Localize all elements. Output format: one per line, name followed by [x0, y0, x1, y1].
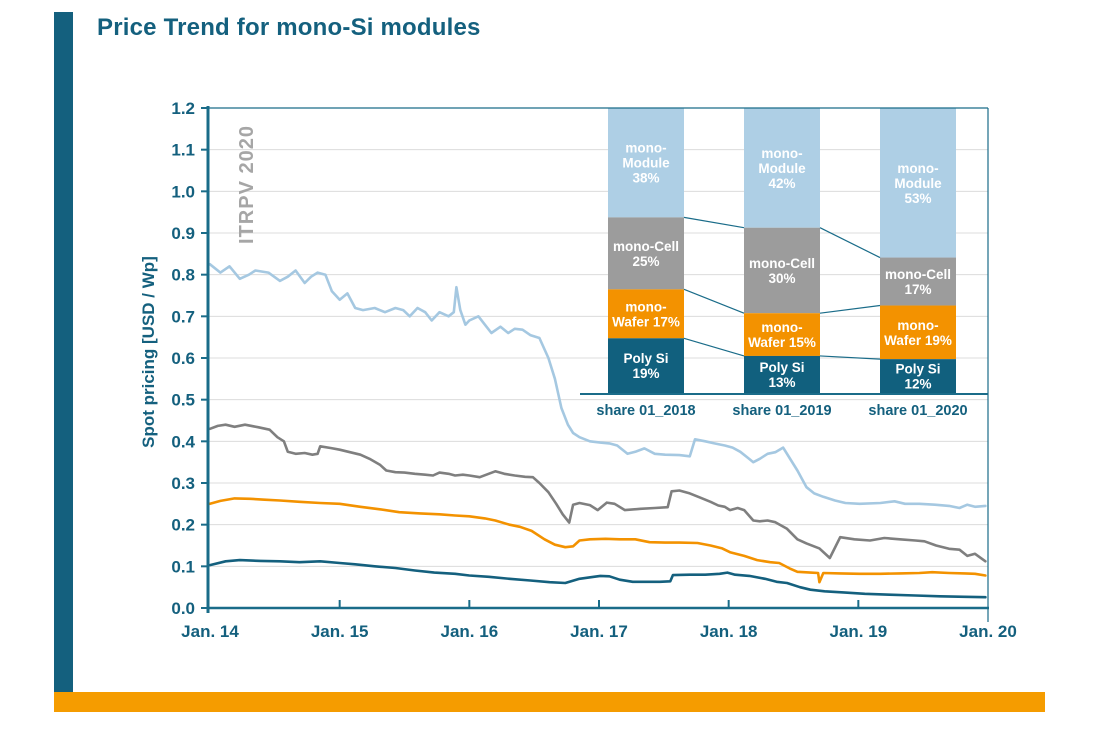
- inset-segment-label: 30%: [768, 271, 795, 286]
- y-tick-label: 0.3: [171, 474, 195, 493]
- inset-bar-segment: [744, 227, 820, 314]
- inset-segment-label: mono-: [625, 299, 666, 314]
- series-line-mono-module: [208, 263, 987, 510]
- inset-bar-segment: [608, 217, 684, 290]
- y-tick-label: 0.2: [171, 516, 195, 535]
- watermark-text: ITRPV 2020: [236, 125, 258, 244]
- inset-bar-segment: [608, 338, 684, 393]
- y-tick-label: 0.0: [171, 599, 195, 618]
- y-tick-label: 0.1: [171, 557, 195, 576]
- inset-bar-segment: [608, 289, 684, 339]
- inset-bar-segment: [608, 108, 684, 218]
- x-tick-label: Jan. 19: [830, 622, 888, 641]
- inset-segment-label: mono-: [897, 318, 938, 333]
- inset-segment-label: 13%: [768, 375, 795, 390]
- inset-bar-segment: [880, 257, 956, 306]
- y-tick-label: 0.7: [171, 307, 195, 326]
- inset-connector-line: [819, 355, 881, 360]
- y-tick-label: 1.0: [171, 182, 195, 201]
- inset-segment-label: mono-Cell: [749, 256, 815, 271]
- series-line-poly-si: [208, 558, 987, 599]
- y-tick-label: 1.1: [171, 141, 195, 160]
- inset-category-label: share 01_2019: [732, 403, 831, 419]
- x-tick-label: Jan. 20: [959, 622, 1017, 641]
- y-axis-title: Spot pricing [USD / Wp]: [139, 256, 158, 448]
- inset-segment-label: mono-: [897, 161, 938, 176]
- inset-segment-label: mono-: [625, 141, 666, 156]
- inset-segment-label: mono-Cell: [885, 267, 951, 282]
- inset-connector-line: [683, 337, 745, 357]
- inset-segment-label: Module: [758, 161, 806, 176]
- inset-category-label: share 01_2020: [868, 403, 967, 419]
- y-tick-label: 0.4: [171, 432, 195, 451]
- inset-bar-segment: [744, 355, 820, 393]
- inset-connector-line: [683, 216, 745, 229]
- series-line-mono-wafer: [208, 497, 987, 584]
- inset-segment-label: 19%: [632, 366, 659, 381]
- inset-segment-label: Poly Si: [895, 362, 940, 377]
- inset-segment-label: 25%: [632, 254, 659, 269]
- y-tick-label: 0.6: [171, 349, 195, 368]
- inset-segment-label: Wafer 19%: [884, 333, 952, 348]
- x-tick-label: Jan. 17: [570, 622, 628, 641]
- inset-connector-line: [819, 304, 881, 314]
- price-trend-chart: mono- Module 38% mono-Cell 25% mono- Wafer 17%…: [139, 99, 1017, 641]
- x-tick-label: Jan. 15: [311, 622, 369, 641]
- inset-bar-segment: [880, 359, 956, 393]
- inset-bar-segment: [744, 313, 820, 356]
- inset-segment-label: mono-Cell: [613, 239, 679, 254]
- inset-segment-label: Module: [622, 156, 670, 171]
- inset-bar-segment: [880, 305, 956, 360]
- x-tick-label: Jan. 18: [700, 622, 758, 641]
- y-tick-label: 0.5: [171, 391, 195, 410]
- inset-segment-label: 42%: [768, 176, 795, 191]
- inset-segment-label: Wafer 15%: [748, 335, 816, 350]
- inset-segment-label: Poly Si: [759, 360, 804, 375]
- inset-bar-segment: [880, 108, 956, 258]
- inset-segment-label: 38%: [632, 171, 659, 186]
- left-accent-bar: [54, 12, 73, 692]
- inset-segment-label: 12%: [904, 377, 931, 392]
- x-tick-label: Jan. 14: [181, 622, 239, 641]
- y-tick-label: 0.9: [171, 224, 195, 243]
- series-line-mono-cell: [208, 423, 987, 563]
- inset-segment-label: Wafer 17%: [612, 314, 680, 329]
- inset-connector-line: [819, 227, 881, 259]
- y-tick-label: 0.8: [171, 266, 195, 285]
- bottom-accent-bar: [54, 692, 1045, 712]
- inset-segment-label: 53%: [904, 191, 931, 206]
- inset-category-label: share 01_2018: [596, 403, 695, 419]
- y-tick-label: 1.2: [171, 99, 195, 118]
- inset-segment-label: 17%: [904, 282, 931, 297]
- inset-segment-label: Poly Si: [623, 351, 668, 366]
- x-tick-label: Jan. 16: [441, 622, 499, 641]
- inset-bar-segment: [744, 108, 820, 228]
- inset-segment-label: Module: [894, 176, 942, 191]
- inset-segment-label: mono-: [761, 320, 802, 335]
- inset-connector-line: [683, 288, 745, 314]
- inset-segment-label: mono-: [761, 146, 802, 161]
- page-title: Price Trend for mono-Si modules: [97, 14, 481, 41]
